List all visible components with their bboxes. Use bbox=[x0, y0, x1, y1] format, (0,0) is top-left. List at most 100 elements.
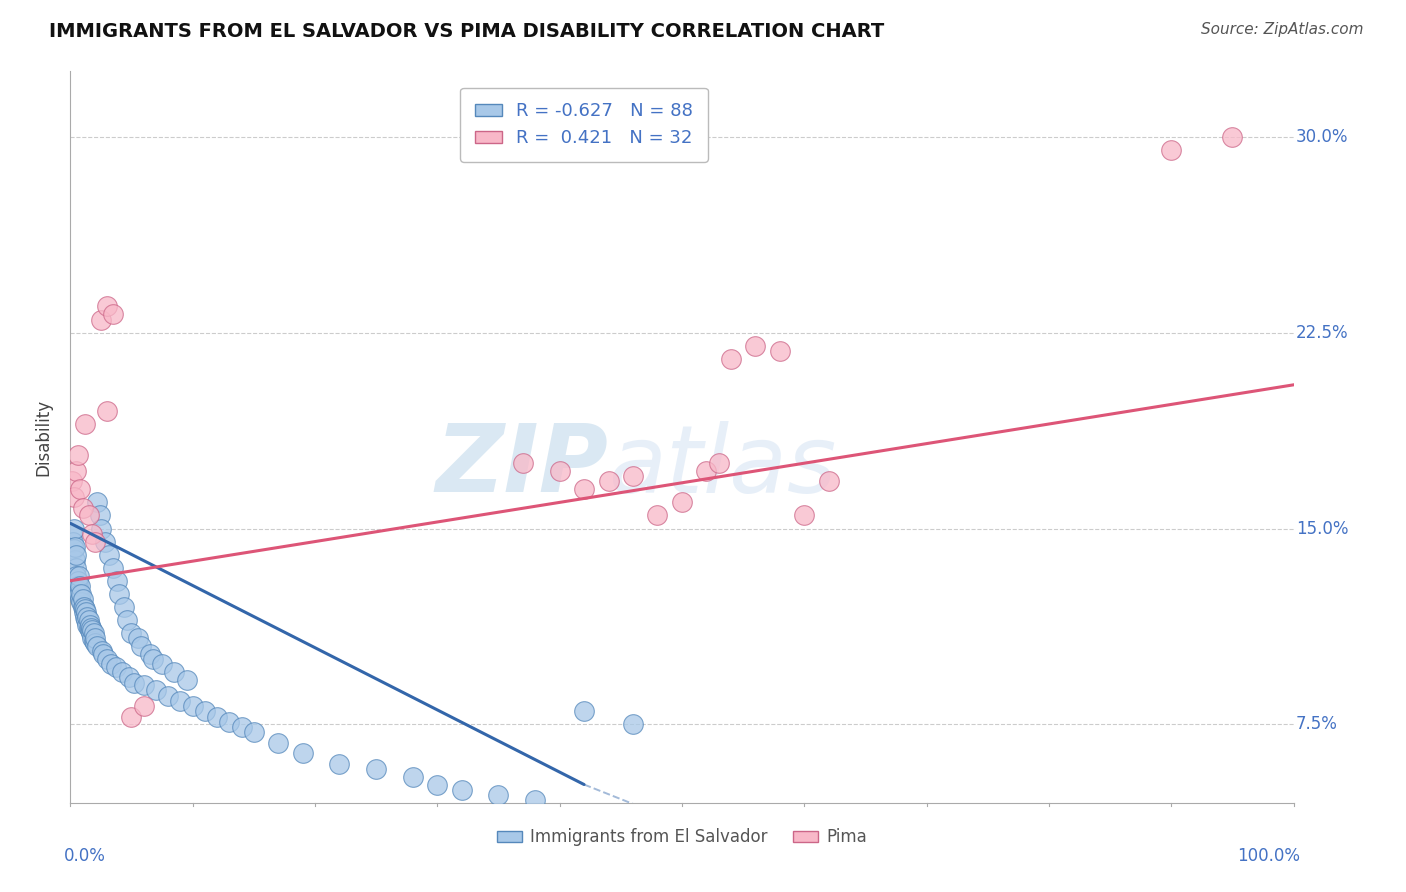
Point bbox=[118, 670, 141, 684]
Point bbox=[62, 534, 84, 549]
Point bbox=[1160, 143, 1182, 157]
Point bbox=[132, 678, 155, 692]
Point bbox=[69, 483, 91, 497]
Point bbox=[108, 587, 131, 601]
Point bbox=[132, 699, 155, 714]
Point bbox=[80, 626, 103, 640]
Point bbox=[139, 647, 162, 661]
Point bbox=[671, 495, 693, 509]
Point bbox=[647, 508, 669, 523]
Point bbox=[76, 610, 98, 624]
Point bbox=[96, 652, 118, 666]
Point bbox=[63, 553, 86, 567]
Text: Disability: Disability bbox=[34, 399, 52, 475]
Point bbox=[291, 746, 314, 760]
Point bbox=[115, 613, 138, 627]
Point bbox=[67, 584, 90, 599]
Point bbox=[145, 683, 167, 698]
Point bbox=[60, 526, 83, 541]
Point bbox=[450, 782, 472, 797]
Point bbox=[1220, 129, 1243, 144]
Point bbox=[69, 579, 91, 593]
Point bbox=[142, 652, 165, 666]
Text: IMMIGRANTS FROM EL SALVADOR VS PIMA DISABILITY CORRELATION CHART: IMMIGRANTS FROM EL SALVADOR VS PIMA DISA… bbox=[49, 22, 884, 41]
Point bbox=[598, 475, 620, 489]
Legend: Immigrants from El Salvador, Pima: Immigrants from El Salvador, Pima bbox=[491, 822, 873, 853]
Text: 30.0%: 30.0% bbox=[1296, 128, 1348, 145]
Point bbox=[512, 456, 534, 470]
Point bbox=[90, 312, 112, 326]
Point bbox=[402, 770, 425, 784]
Point bbox=[150, 657, 173, 672]
Point bbox=[426, 778, 449, 792]
Point bbox=[176, 673, 198, 687]
Text: Source: ZipAtlas.com: Source: ZipAtlas.com bbox=[1201, 22, 1364, 37]
Point bbox=[69, 592, 91, 607]
Point bbox=[65, 464, 87, 478]
Point bbox=[111, 665, 134, 680]
Point bbox=[98, 548, 121, 562]
Text: 7.5%: 7.5% bbox=[1296, 715, 1339, 733]
Point bbox=[67, 587, 90, 601]
Point bbox=[105, 574, 128, 588]
Point bbox=[101, 560, 124, 574]
Point bbox=[86, 639, 108, 653]
Point bbox=[93, 534, 115, 549]
Point bbox=[621, 469, 644, 483]
Point bbox=[218, 714, 240, 729]
Point bbox=[91, 647, 114, 661]
Point bbox=[70, 587, 93, 601]
Point bbox=[83, 534, 105, 549]
Point bbox=[83, 626, 105, 640]
Point bbox=[707, 456, 730, 470]
Point bbox=[122, 675, 145, 690]
Point bbox=[63, 521, 86, 535]
Point bbox=[80, 621, 103, 635]
Point bbox=[817, 475, 839, 489]
Point bbox=[793, 508, 815, 523]
Point bbox=[83, 636, 105, 650]
Point bbox=[488, 788, 510, 802]
Point bbox=[72, 592, 94, 607]
Point bbox=[90, 521, 112, 535]
Point bbox=[73, 605, 96, 619]
Point bbox=[524, 793, 547, 807]
Point bbox=[82, 632, 104, 646]
Point bbox=[67, 568, 90, 582]
Point bbox=[112, 599, 135, 614]
Point bbox=[65, 560, 87, 574]
Point bbox=[86, 495, 108, 509]
Point bbox=[572, 705, 595, 719]
Point bbox=[121, 709, 143, 723]
Point bbox=[66, 449, 89, 463]
Point bbox=[75, 613, 97, 627]
Point bbox=[82, 624, 104, 638]
Point bbox=[70, 594, 93, 608]
Text: ZIP: ZIP bbox=[436, 420, 609, 512]
Point bbox=[96, 404, 118, 418]
Point bbox=[82, 526, 104, 541]
Point bbox=[79, 618, 101, 632]
Point bbox=[127, 632, 149, 646]
Point bbox=[121, 626, 143, 640]
Text: 22.5%: 22.5% bbox=[1296, 324, 1348, 342]
Point bbox=[572, 483, 595, 497]
Point bbox=[96, 300, 118, 314]
Point bbox=[548, 464, 571, 478]
Point bbox=[366, 762, 388, 776]
Point bbox=[63, 540, 86, 554]
Point bbox=[163, 665, 186, 680]
Point bbox=[243, 725, 266, 739]
Point bbox=[89, 508, 111, 523]
Point bbox=[76, 618, 98, 632]
Point bbox=[83, 632, 105, 646]
Point bbox=[100, 657, 122, 672]
Point bbox=[63, 542, 86, 557]
Point bbox=[73, 610, 96, 624]
Point bbox=[205, 709, 228, 723]
Point bbox=[66, 574, 89, 588]
Point bbox=[328, 756, 350, 771]
Point bbox=[73, 417, 96, 431]
Point bbox=[621, 717, 644, 731]
Point bbox=[769, 343, 792, 358]
